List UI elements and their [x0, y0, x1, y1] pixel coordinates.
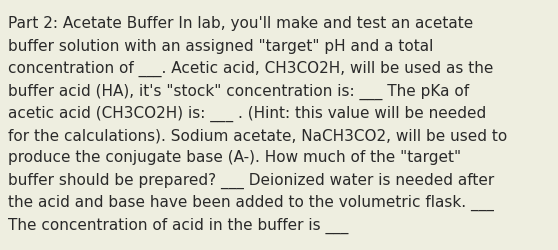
- Text: acetic acid (CH3CO2H) is: ___ . (Hint: this value will be needed: acetic acid (CH3CO2H) is: ___ . (Hint: t…: [8, 105, 487, 122]
- Text: concentration of ___. Acetic acid, CH3CO2H, will be used as the: concentration of ___. Acetic acid, CH3CO…: [8, 61, 494, 77]
- Text: The concentration of acid in the buffer is ___: The concentration of acid in the buffer …: [8, 216, 349, 233]
- Text: buffer should be prepared? ___ Deionized water is needed after: buffer should be prepared? ___ Deionized…: [8, 172, 494, 188]
- Text: for the calculations). Sodium acetate, NaCH3CO2, will be used to: for the calculations). Sodium acetate, N…: [8, 128, 508, 142]
- Text: produce the conjugate base (A-). How much of the "target": produce the conjugate base (A-). How muc…: [8, 150, 461, 165]
- Text: buffer acid (HA), it's "stock" concentration is: ___ The pKa of: buffer acid (HA), it's "stock" concentra…: [8, 83, 469, 99]
- Text: buffer solution with an assigned "target" pH and a total: buffer solution with an assigned "target…: [8, 38, 434, 54]
- Text: the acid and base have been added to the volumetric flask. ___: the acid and base have been added to the…: [8, 194, 494, 210]
- Text: Part 2: Acetate Buffer In lab, you'll make and test an acetate: Part 2: Acetate Buffer In lab, you'll ma…: [8, 16, 474, 31]
